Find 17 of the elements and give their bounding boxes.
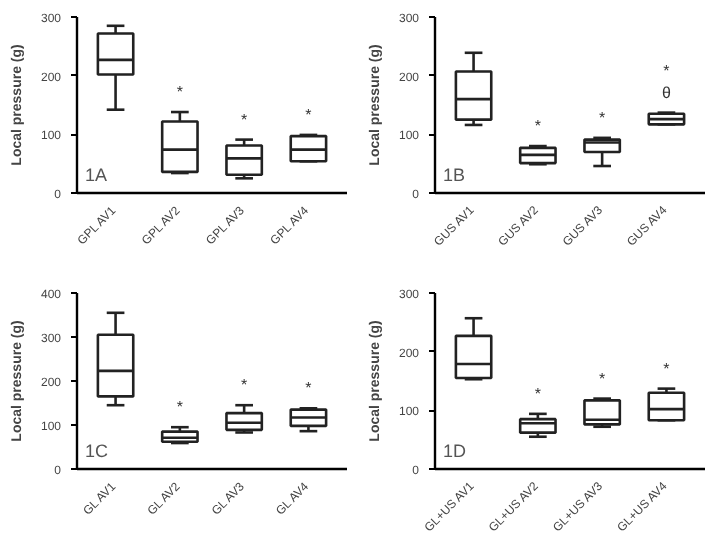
annotation: * bbox=[663, 359, 670, 378]
annotation: * bbox=[176, 398, 183, 417]
annotation: * bbox=[176, 83, 183, 102]
annotation: 1D bbox=[443, 441, 468, 461]
annotation: θ bbox=[661, 83, 672, 102]
annotation: * bbox=[534, 384, 541, 403]
annotation: * bbox=[599, 108, 606, 127]
annotation: * bbox=[534, 117, 541, 136]
annotation: * bbox=[599, 369, 606, 388]
annotation: * bbox=[305, 105, 312, 124]
annotation: * bbox=[663, 61, 670, 80]
annotation: 1A bbox=[85, 165, 108, 185]
annotation: * bbox=[305, 379, 312, 398]
annotation: 1B bbox=[443, 165, 466, 185]
annotation: * bbox=[241, 376, 248, 395]
annotation: 1C bbox=[85, 441, 110, 461]
annotation: * bbox=[241, 110, 248, 129]
